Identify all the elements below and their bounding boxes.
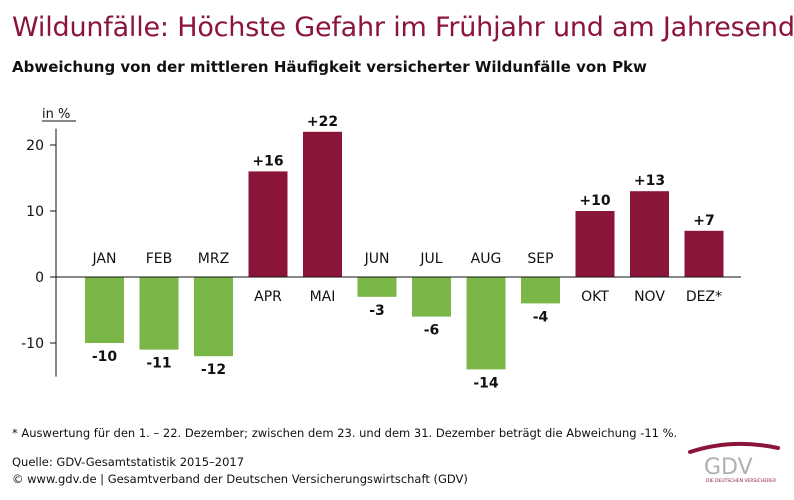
bar-chart: in % -10 0 10 20 -10 JAN -11 FEB -12 MRZ +16 APR +22 M…	[21, 107, 741, 390]
x-tick-label: APR	[254, 289, 282, 305]
data-label: +10	[579, 193, 610, 209]
x-tick-label: AUG	[471, 251, 502, 267]
data-label: +22	[307, 114, 338, 130]
data-label: -6	[424, 323, 440, 339]
logo-swoosh	[688, 441, 780, 454]
x-tick-label: JUL	[419, 251, 442, 267]
data-label: -12	[201, 362, 226, 378]
y-tick-label: -10	[21, 336, 44, 352]
bar	[412, 277, 451, 317]
bar	[630, 191, 669, 277]
x-tick-label: NOV	[634, 289, 665, 305]
data-label: -3	[369, 303, 385, 319]
y-tick-label: 20	[26, 138, 44, 154]
bar	[521, 277, 560, 304]
data-label: -4	[533, 309, 549, 325]
data-label: +13	[634, 173, 665, 189]
data-label: -11	[146, 356, 171, 372]
data-label: -14	[473, 375, 499, 390]
x-tick-label: MAI	[310, 289, 336, 305]
logo-text: GDV	[704, 455, 753, 480]
chart-subtitle: Abweichung von der mittleren Häufigkeit …	[12, 58, 647, 76]
bar	[248, 171, 288, 277]
logo-tagline: DIE DEUTSCHEN VERSICHERER	[706, 478, 776, 484]
data-label: +7	[693, 213, 714, 229]
y-axis-label: in %	[42, 107, 70, 122]
x-tick-label: MRZ	[198, 251, 229, 267]
source-line: Quelle: GDV-Gesamtstatistik 2015–2017	[12, 455, 245, 469]
footnote: * Auswertung für den 1. – 22. Dezember; …	[12, 426, 678, 440]
x-tick-label: JAN	[92, 251, 117, 267]
data-label: -10	[92, 349, 118, 365]
bar	[194, 277, 233, 357]
y-tick-label: 0	[35, 270, 44, 286]
bar	[575, 211, 615, 277]
x-tick-label: DEZ*	[686, 289, 722, 305]
bar	[303, 131, 342, 277]
bar	[139, 277, 179, 350]
gdv-logo: GDV DIE DEUTSCHEN VERSICHERER	[688, 441, 780, 484]
x-tick-label: FEB	[146, 251, 173, 267]
x-tick-label: SEP	[527, 251, 553, 267]
x-tick-label: JUN	[364, 251, 390, 267]
publisher-line: © www.gdv.de | Gesamtverband der Deutsch…	[12, 472, 468, 486]
chart-title: Wildunfälle: Höchste Gefahr im Frühjahr …	[12, 12, 794, 43]
bar	[85, 277, 124, 343]
y-tick-label: 10	[26, 204, 44, 220]
x-tick-label: OKT	[581, 289, 609, 305]
bar	[684, 230, 724, 277]
bar	[357, 277, 397, 297]
data-label: +16	[252, 153, 283, 169]
bar	[466, 277, 506, 370]
